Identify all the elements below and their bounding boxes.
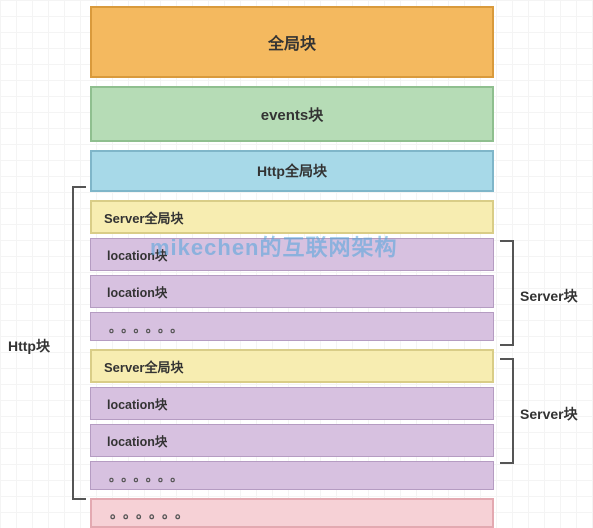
server1-bracket bbox=[500, 240, 514, 346]
events-block: events块 bbox=[90, 86, 494, 142]
location-block-1-1: location块 bbox=[90, 238, 494, 271]
server-global-block-1: Server全局块 bbox=[90, 200, 494, 234]
server-2-ellipsis: 。。。。。。 bbox=[90, 461, 494, 490]
server2-bracket bbox=[500, 358, 514, 464]
nginx-config-diagram: 全局块 events块 Http全局块 Server全局块 location块 … bbox=[90, 6, 494, 528]
http-bracket-label: Http块 bbox=[8, 336, 50, 356]
server-global-block-2: Server全局块 bbox=[90, 349, 494, 383]
http-global-block: Http全局块 bbox=[90, 150, 494, 192]
server1-bracket-label: Server块 bbox=[520, 286, 578, 306]
server2-bracket-label: Server块 bbox=[520, 404, 578, 424]
server-1-ellipsis: 。。。。。。 bbox=[90, 312, 494, 341]
location-block-1-2: location块 bbox=[90, 275, 494, 308]
global-block: 全局块 bbox=[90, 6, 494, 78]
http-ellipsis: 。。。。。。 bbox=[90, 498, 494, 528]
diagram-stage: 全局块 events块 Http全局块 Server全局块 location块 … bbox=[0, 0, 593, 500]
location-block-2-1: location块 bbox=[90, 387, 494, 420]
location-block-2-2: location块 bbox=[90, 424, 494, 457]
http-bracket bbox=[72, 186, 86, 500]
